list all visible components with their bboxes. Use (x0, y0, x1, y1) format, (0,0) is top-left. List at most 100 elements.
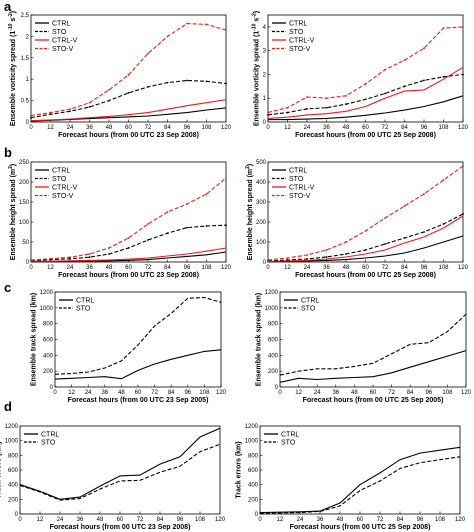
x-tick-label: 72 (382, 265, 389, 271)
data-point (127, 91, 130, 94)
x-tick-label: 96 (425, 390, 432, 396)
y-tick-label: 1200 (5, 424, 19, 430)
y-tick-label: 200 (43, 369, 54, 375)
x-tick-label: 24 (57, 517, 64, 523)
x-tick-label: 60 (125, 265, 132, 271)
legend-label: CTRL-V (52, 185, 78, 192)
x-tick-label: 108 (438, 125, 449, 131)
y-axis-label: Ensemble track spread (km) (255, 293, 262, 386)
x-tick-label: 36 (101, 390, 108, 396)
y-tick-label: 0 (255, 512, 259, 518)
x-tick-label: 72 (377, 517, 384, 523)
y-tick-label: 2.5 (21, 13, 30, 19)
data-point (442, 75, 445, 78)
y-tick-label: 400 (8, 483, 19, 489)
y-tick-label: 200 (268, 369, 279, 375)
legend-label: CTRL (41, 432, 59, 439)
y-tick-label: 50 (22, 240, 29, 246)
series-line-ctrl-v (30, 99, 227, 122)
x-tick-label: 48 (106, 265, 113, 271)
legend-label: STO-V (52, 46, 74, 53)
data-point (306, 258, 308, 260)
y-tick-label: 600 (248, 468, 259, 474)
y-tick-label: 200 (248, 497, 259, 503)
chart-b-left: 0 12 24 36 48 60 72 84 96 108 120 0 50 100 150 200 250 Fo… (8, 160, 232, 279)
data-point (462, 213, 464, 215)
y-tick-label: 100 (256, 240, 267, 246)
x-tick-label: 72 (145, 265, 152, 271)
x-axis-label: Forecast hours (from 00 UTC 25 Sep 2008) (290, 524, 431, 531)
data-point (186, 203, 188, 205)
x-tick-label: 24 (304, 265, 311, 271)
x-tick-label: 24 (85, 390, 92, 396)
x-tick-label: 108 (435, 517, 446, 523)
x-tick-label: 84 (164, 125, 171, 131)
legend-label: STO (52, 29, 67, 36)
legend-label: STO-V (289, 193, 311, 200)
x-tick-label: 60 (135, 390, 142, 396)
chart-b-right: 0 12 24 36 48 60 72 84 96 108 120 0 100 200 300 400 500 F… (245, 160, 469, 279)
data-point (108, 253, 110, 255)
series-line-ctrl (54, 349, 222, 380)
data-point (384, 217, 386, 219)
legend-label: STO (76, 306, 91, 313)
data-point (462, 25, 464, 28)
y-axis-label-part: ) (10, 11, 17, 13)
data-point (384, 243, 386, 245)
data-point (88, 101, 91, 104)
data-point (267, 259, 269, 261)
y-axis-label-part: Track errors (km) (0, 441, 2, 498)
x-tick-label: 0 (266, 125, 270, 131)
data-point (325, 106, 328, 109)
y-tick-label: 800 (8, 453, 19, 459)
data-point (30, 114, 32, 117)
y-tick-label: 200 (19, 180, 30, 186)
x-tick-label: 0 (29, 125, 33, 131)
series-line-sto (279, 313, 467, 376)
x-tick-label: 108 (195, 517, 206, 523)
y-axis-label-superscript: -10 (8, 23, 14, 30)
y-tick-label: 1200 (245, 424, 259, 430)
y-axis-label-part: Ensemble height spread (m (10, 169, 17, 260)
data-point (88, 253, 91, 255)
y-tick-label: 0 (26, 260, 30, 266)
x-tick-label: 96 (184, 390, 191, 396)
x-tick-label: 12 (284, 265, 291, 271)
legend-label: CTRL (281, 432, 299, 439)
legend-label: CTRL (52, 168, 70, 175)
data-point (127, 237, 130, 239)
x-tick-label: 72 (137, 517, 144, 523)
x-tick-label: 36 (323, 125, 330, 131)
y-tick-label: 200 (256, 220, 267, 226)
data-point (403, 59, 406, 62)
x-tick-label: 48 (337, 517, 344, 523)
x-tick-label: 0 (278, 390, 282, 396)
y-axis-label: Track errors (km) (235, 441, 242, 498)
y-tick-label: 0 (263, 260, 267, 266)
data-point (108, 89, 110, 91)
data-point (423, 47, 425, 50)
data-point (267, 111, 269, 114)
x-tick-label: 12 (68, 390, 75, 396)
series-line-ctrl (279, 350, 467, 383)
x-tick-label: 108 (201, 265, 212, 271)
series-line-sto (19, 443, 221, 501)
data-point (325, 249, 328, 251)
x-tick-label: 108 (201, 125, 212, 131)
y-tick-label: 0.5 (21, 99, 30, 105)
x-axis-label: Forecast hours (from 00 UTC 25 Sep 2008) (295, 272, 436, 279)
y-tick-label: 400 (268, 353, 279, 359)
data-point (186, 22, 188, 25)
x-tick-label: 36 (323, 265, 330, 271)
data-point (205, 225, 208, 227)
y-tick-label: 1000 (40, 306, 54, 312)
data-point (147, 52, 149, 55)
data-point (442, 27, 445, 29)
x-tick-label: 72 (382, 125, 389, 131)
x-tick-label: 0 (18, 517, 22, 523)
data-point (364, 98, 367, 101)
y-tick-label: 1200 (265, 290, 279, 296)
